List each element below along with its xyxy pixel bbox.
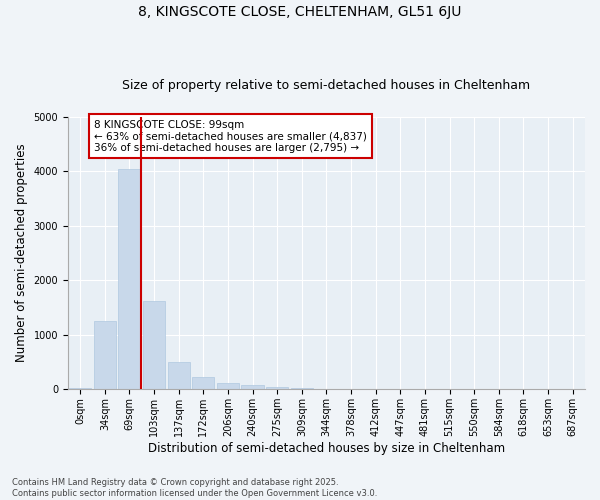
Bar <box>118 168 140 390</box>
Y-axis label: Number of semi-detached properties: Number of semi-detached properties <box>15 144 28 362</box>
Text: 8, KINGSCOTE CLOSE, CHELTENHAM, GL51 6JU: 8, KINGSCOTE CLOSE, CHELTENHAM, GL51 6JU <box>139 5 461 19</box>
Text: Contains HM Land Registry data © Crown copyright and database right 2025.
Contai: Contains HM Land Registry data © Crown c… <box>12 478 377 498</box>
Bar <box>316 389 338 390</box>
Bar <box>143 300 165 390</box>
Bar <box>241 386 263 390</box>
Bar <box>192 377 214 390</box>
Title: Size of property relative to semi-detached houses in Cheltenham: Size of property relative to semi-detach… <box>122 79 530 92</box>
X-axis label: Distribution of semi-detached houses by size in Cheltenham: Distribution of semi-detached houses by … <box>148 442 505 455</box>
Bar <box>94 321 116 390</box>
Bar <box>291 388 313 390</box>
Bar <box>217 383 239 390</box>
Bar <box>167 362 190 390</box>
Text: 8 KINGSCOTE CLOSE: 99sqm
← 63% of semi-detached houses are smaller (4,837)
36% o: 8 KINGSCOTE CLOSE: 99sqm ← 63% of semi-d… <box>94 120 367 152</box>
Bar <box>69 388 91 390</box>
Bar <box>266 387 288 390</box>
